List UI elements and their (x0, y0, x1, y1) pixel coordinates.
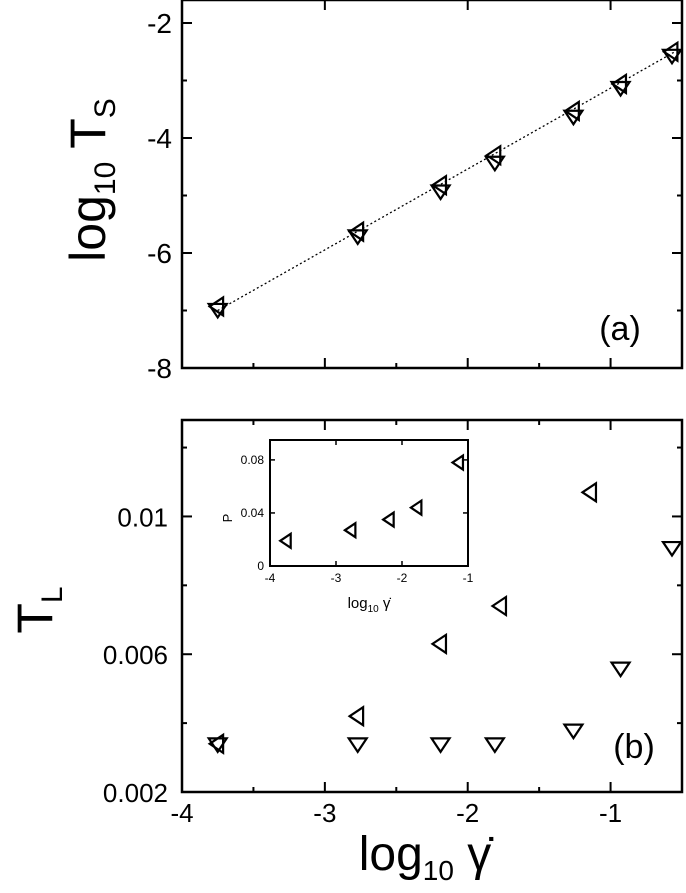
inset-y-tick-labels: 0 0.04 0.08 (241, 453, 265, 573)
panel-b-y-tick-label: 0.002 (103, 778, 168, 808)
inset-y-tick-label: 0 (257, 559, 264, 573)
panel-b-y-tick-label: 0.01 (117, 502, 168, 532)
inset-point-triangle-left (278, 531, 292, 550)
panel-a: -8 -6 -4 -2 (a) log10 TS (60, 0, 684, 384)
panel-b-point-triangle-left (490, 594, 508, 618)
panel-b-x-tick-labels: -4 -3 -2 -1 (170, 798, 622, 828)
panel-a-y-tick-label: -8 (147, 353, 172, 384)
inset-plot: 0 0.04 0.08 -4 -3 -2 -1 P log10 γ̇ (220, 439, 474, 615)
inset-xlabel-sub: 10 (368, 604, 380, 615)
panel-b-label: (b) (613, 728, 655, 766)
panel-a-markers (206, 40, 684, 320)
panel-b-ylabel-sub: L (36, 586, 69, 603)
panel-b-point-triangle-left (430, 632, 448, 655)
svg-text:TL: TL (7, 586, 69, 633)
panel-b-point-triangle-down (346, 737, 369, 754)
inset-markers (278, 453, 465, 550)
inset-point-triangle-left (450, 453, 465, 472)
inset-point-triangle-left (381, 510, 395, 529)
panel-b-point-triangle-left (207, 732, 225, 755)
panel-b-point-triangle-left (580, 481, 598, 504)
inset-x-tick-label: -1 (463, 571, 474, 585)
panel-b-y-axis-label: TL (7, 586, 69, 633)
panel-a-ticks (181, 0, 683, 369)
inset-xlabel-main: log (348, 595, 368, 612)
panel-a-point-triangle-left (610, 72, 628, 96)
panel-b-frame (180, 418, 684, 794)
panel-b-y-tick-labels: 0.002 0.006 0.01 (103, 502, 168, 808)
panel-b-point-triangle-left (347, 705, 365, 728)
panel-a-ylabel-sub: 10 (89, 162, 122, 195)
panel-b-xlabel-sub: 10 (423, 855, 454, 886)
inset-x-tick-label: -4 (265, 571, 276, 585)
panel-a-point-triangle-left (207, 295, 225, 318)
panel-b-ticks (181, 420, 683, 793)
inset-x-axis-label: log10 γ̇ (348, 595, 392, 615)
panel-a-frame (180, 0, 684, 370)
panel-b-xlabel-tail: γ̇ (454, 828, 494, 881)
panel-a-label: (a) (599, 310, 641, 348)
inset-x-tick-label: -2 (397, 571, 408, 585)
panel-a-point-triangle-left (661, 40, 679, 63)
inset-y-tick-label: 0.04 (241, 506, 265, 520)
inset-frame (269, 439, 469, 567)
panel-b-point-triangle-down (429, 737, 452, 754)
panel-b-x-tick-label: -3 (313, 798, 336, 828)
inset-point-triangle-left (408, 498, 423, 517)
panel-a-point-triangle-left (347, 220, 365, 243)
panel-b-y-tick-label: 0.006 (103, 640, 168, 670)
panel-a-y-tick-label: -2 (147, 8, 172, 39)
svg-text:log10 TS: log10 TS (60, 98, 122, 262)
panel-b-x-tick-label: -4 (170, 798, 193, 828)
panel-b-point-triangle-down (660, 540, 684, 558)
panel-b-ylabel-main: T (7, 603, 63, 634)
inset-x-tick-labels: -4 -3 -2 -1 (265, 571, 474, 585)
panel-b-markers (206, 481, 684, 755)
panel-a-y-axis-label: log10 TS (60, 98, 122, 262)
inset-x-tick-label: -3 (331, 571, 342, 585)
panel-b-xlabel-main: log (359, 828, 423, 881)
inset-y-axis-label: P (220, 514, 235, 523)
panel-a-ylabel-tail-sub: S (89, 98, 122, 118)
panel-a-y-tick-label: -6 (147, 238, 172, 269)
inset-ticks (269, 440, 469, 567)
panel-a-point-triangle-left (430, 174, 448, 197)
panel-b-x-tick-label: -2 (456, 798, 479, 828)
panel-b-point-triangle-down (562, 723, 585, 741)
panel-a-ylabel-main: log (60, 195, 116, 262)
panel-b-point-triangle-down (609, 661, 632, 679)
panel-a-y-tick-labels: -8 -6 -4 -2 (147, 8, 172, 384)
panel-a-point-triangle-left (484, 144, 502, 167)
panel-b-x-axis-label: log10 γ̇ (359, 828, 495, 886)
panel-a-ylabel-tail: T (60, 118, 116, 162)
inset-y-tick-label: 0.08 (241, 453, 265, 467)
panel-a-y-tick-label: -4 (147, 123, 172, 154)
inset-point-triangle-left (342, 521, 357, 540)
panel-b-point-triangle-down (483, 737, 506, 754)
panel-b-x-tick-label: -1 (599, 798, 622, 828)
panel-a-point-triangle-left (563, 99, 580, 123)
inset-xlabel-tail: γ̇ (379, 595, 392, 612)
